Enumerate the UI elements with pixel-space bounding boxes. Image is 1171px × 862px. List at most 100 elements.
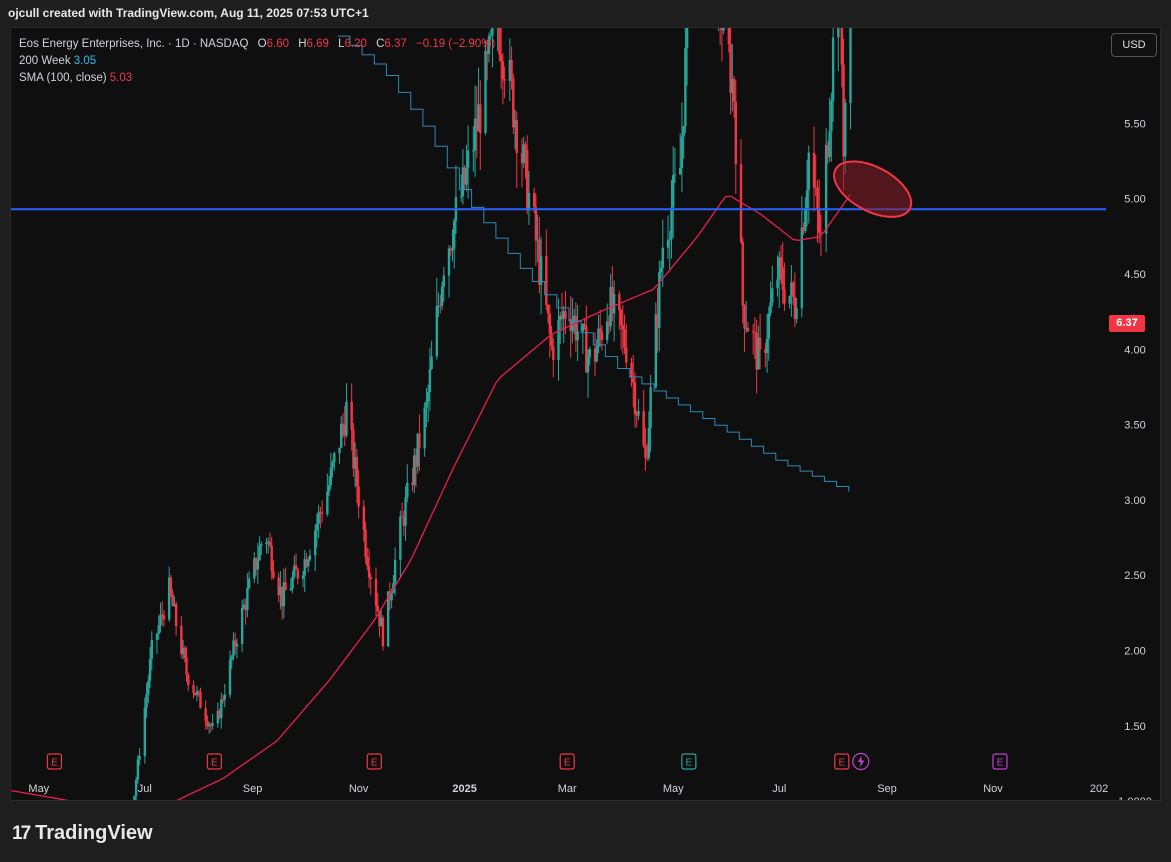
candle-body <box>308 555 312 560</box>
earnings-marker <box>834 753 850 770</box>
candle-body <box>197 691 200 693</box>
candle-body <box>352 429 355 469</box>
candle-body <box>289 588 293 591</box>
x-tick-label: May <box>28 783 49 795</box>
candle-body <box>574 315 578 341</box>
candle-body <box>618 294 621 311</box>
open-value: 6.60 <box>266 38 289 50</box>
candle-body <box>301 575 305 579</box>
candle-body <box>678 168 682 175</box>
candle-body <box>769 302 772 314</box>
change-value: −0.19 (−2.90%) <box>416 38 496 50</box>
y-tick-label: 3.50 <box>1124 420 1145 432</box>
sma-label[interactable]: SMA (100, close) <box>19 72 107 84</box>
candle-body <box>654 314 658 388</box>
candle-body <box>341 423 345 425</box>
candle-body <box>258 546 261 561</box>
candle-body <box>538 239 541 285</box>
high-label: H <box>298 38 307 50</box>
candle-body <box>381 617 385 647</box>
tradingview-logo[interactable]: 17 TradingView <box>12 822 153 845</box>
candle-body <box>546 305 550 314</box>
candle-body <box>499 54 503 62</box>
candle-body <box>350 401 353 430</box>
candle-body <box>585 326 588 373</box>
candle-body <box>804 208 807 231</box>
candle-body <box>571 321 574 332</box>
candle-body <box>425 401 428 408</box>
candle-body <box>844 102 847 157</box>
candle-body <box>526 149 529 211</box>
candle-body <box>564 311 567 319</box>
candle-body <box>722 28 725 31</box>
candle-body <box>242 604 246 609</box>
candle-body <box>209 724 213 726</box>
candle-body <box>150 639 153 659</box>
candle-body <box>195 691 199 696</box>
candle-body <box>268 541 272 546</box>
candle-body <box>818 210 821 233</box>
candle-body <box>216 710 220 724</box>
candle-body <box>751 331 755 333</box>
low-label: L <box>338 38 345 50</box>
ma200-value: 3.05 <box>73 55 97 67</box>
candle-body <box>143 707 147 757</box>
candle-body <box>793 296 797 320</box>
candle-body <box>399 516 402 560</box>
currency-button[interactable]: USD <box>1111 33 1157 57</box>
candle-body <box>386 591 390 647</box>
candle-body <box>272 571 275 578</box>
symbol-title[interactable]: Eos Energy Enterprises, Inc. · 1D · NASD… <box>19 38 249 50</box>
candle-body <box>185 657 188 675</box>
candle-body <box>842 64 845 157</box>
candle-body <box>338 447 341 454</box>
candle-body <box>727 28 731 44</box>
candle-body <box>428 369 432 393</box>
candle-body <box>199 692 202 709</box>
close-value: 6.37 <box>384 38 407 50</box>
candle-body <box>828 131 831 158</box>
candle-body <box>147 680 150 695</box>
candle-body <box>353 457 357 469</box>
x-tick-label: Sep <box>243 783 263 795</box>
candle-body <box>340 423 343 448</box>
candle-body <box>849 28 852 103</box>
candle-body <box>583 323 586 327</box>
candle-body <box>133 795 136 800</box>
earnings-marker-label: E <box>51 758 58 769</box>
candle-body <box>599 328 602 333</box>
candle-body <box>327 484 331 492</box>
candle-body <box>247 578 251 589</box>
candle-body <box>781 267 784 290</box>
candle-body <box>673 174 677 176</box>
price-chart[interactable]: 9.509.008.508.007.507.006.506.005.505.00… <box>11 28 1161 801</box>
candle-body <box>442 275 445 287</box>
chart-panel[interactable]: 9.509.008.508.007.507.006.506.005.505.00… <box>10 27 1161 801</box>
candle-body <box>600 332 604 341</box>
candle-body <box>270 545 273 572</box>
candle-body <box>757 337 760 370</box>
candle-body <box>649 387 652 428</box>
candle-body <box>790 282 793 296</box>
candle-body <box>357 486 360 507</box>
candle-body <box>767 313 771 339</box>
candle-body <box>515 119 518 154</box>
candle-body <box>277 577 280 596</box>
candle-body <box>764 349 767 354</box>
candle-body <box>661 247 664 268</box>
candle-body <box>317 511 320 524</box>
candle-body <box>307 559 310 567</box>
candle-body <box>753 332 757 334</box>
candle-body <box>240 608 244 645</box>
candle-body <box>623 329 626 348</box>
candle-body <box>746 327 750 332</box>
candle-body <box>484 50 487 133</box>
candle-body <box>807 152 810 190</box>
candle-body <box>194 692 197 696</box>
ma-200-week-line <box>337 35 850 492</box>
candle-body <box>680 136 684 169</box>
ma200-label[interactable]: 200 Week <box>19 55 71 67</box>
candle-body <box>159 614 162 626</box>
candle-body <box>449 248 452 251</box>
candle-body <box>621 325 625 330</box>
